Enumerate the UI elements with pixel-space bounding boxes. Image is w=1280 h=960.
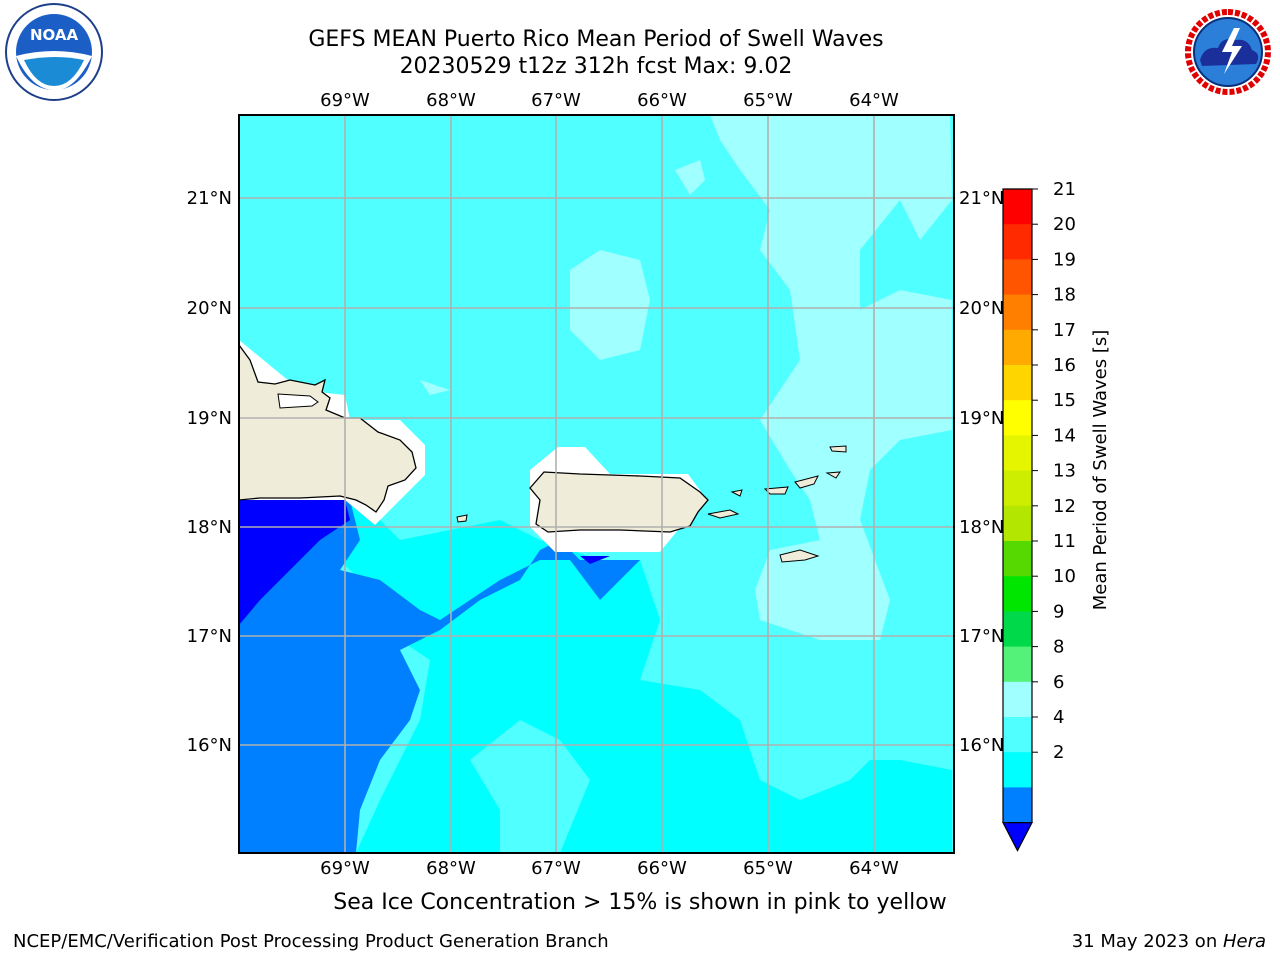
colorbar-segment: [1003, 681, 1032, 718]
colorbar-tick-label: 15: [1053, 390, 1076, 411]
colorbar-tick-label: 8: [1053, 637, 1064, 658]
lon-label-bottom-2: 68°W: [426, 858, 476, 879]
footer-date-text: 31 May 2023 on: [1071, 931, 1223, 952]
colorbar-tick-label: 18: [1053, 285, 1076, 306]
lat-label-left-5: 17°N: [187, 626, 232, 647]
colorbar-tick-label: 9: [1053, 601, 1064, 622]
colorbar-segment: [1003, 611, 1032, 648]
land-culebra: [730, 489, 743, 497]
lat-label-left-3: 19°N: [187, 408, 232, 429]
lon-label-bottom-5: 65°W: [743, 858, 793, 879]
colorbar-tick-label: 12: [1053, 496, 1076, 517]
colorbar-segment: [1003, 752, 1032, 788]
chart-title: GEFS MEAN Puerto Rico Mean Period of Swe…: [308, 27, 884, 52]
sea-ice-note: Sea Ice Concentration > 15% is shown in …: [333, 890, 947, 915]
footer-host: Hera: [1222, 931, 1266, 952]
lon-label-top-3: 67°W: [531, 90, 581, 111]
colorbar-tick-label: 16: [1053, 355, 1076, 376]
contour-8-9-east: [710, 115, 952, 640]
colorbar-segment: [1003, 365, 1032, 401]
land-mona: [456, 514, 468, 523]
colorbar-tick-label: 20: [1053, 214, 1076, 235]
lon-label-bottom-6: 64°W: [849, 858, 899, 879]
lat-label-right-3: 19°N: [959, 408, 1004, 429]
land-virgin-gorda: [825, 471, 841, 479]
lat-label-left-4: 18°N: [187, 517, 232, 538]
contour-below-2-pr: [580, 556, 610, 564]
lon-label-top-6: 64°W: [849, 90, 899, 111]
lat-label-right-4: 18°N: [959, 517, 1004, 538]
land-vieques: [707, 509, 740, 519]
contour-8-9-center: [570, 250, 650, 360]
lat-label-right-2: 20°N: [959, 298, 1004, 319]
colorbar-segment: [1003, 541, 1032, 577]
contour-8-9-small: [420, 380, 450, 395]
footer-credit: NCEP/EMC/Verification Post Processing Pr…: [13, 931, 609, 952]
lat-label-right-1: 21°N: [959, 188, 1004, 209]
colorbar-segment: [1003, 717, 1032, 753]
land-st-croix: [779, 549, 820, 563]
lat-label-left-1: 21°N: [187, 188, 232, 209]
colorbar-tick-label: 6: [1053, 672, 1064, 693]
noaa-logo-text: NOAA: [30, 26, 79, 44]
colorbar-segment: [1003, 400, 1032, 436]
colorbar-tick-label: 11: [1053, 531, 1076, 552]
colorbar-segment: [1003, 435, 1032, 472]
colorbar-segment: [1003, 224, 1032, 260]
lon-label-top-1: 69°W: [320, 90, 370, 111]
contour-6-8-se: [780, 680, 830, 780]
lon-label-top-2: 68°W: [426, 90, 476, 111]
noaa-logo-icon: NOAA: [5, 3, 103, 101]
colorbar-segment: [1003, 787, 1032, 824]
colorbar-tick-label: 14: [1053, 425, 1076, 446]
land-tortola: [794, 475, 819, 489]
colorbar-tick-label: 21: [1053, 179, 1076, 200]
lat-label-left-2: 20°N: [187, 298, 232, 319]
grid-lines: [239, 115, 954, 853]
map-frame: [238, 114, 955, 854]
colorbar-tick-label: 2: [1053, 742, 1064, 763]
lon-label-bottom-3: 67°W: [531, 858, 581, 879]
colorbar-tick-label: 10: [1053, 566, 1076, 587]
nws-logo-icon: [1180, 4, 1276, 100]
colorbar-segment: [1003, 294, 1032, 331]
colorbar-extend-triangle: [1002, 822, 1033, 852]
lon-label-bottom-4: 66°W: [637, 858, 687, 879]
colorbar-segment: [1003, 259, 1032, 296]
lon-label-top-5: 65°W: [743, 90, 793, 111]
colorbar-label: Mean Period of Swell Waves [s]: [1090, 330, 1111, 611]
colorbar-segment: [1003, 189, 1032, 225]
colorbar-tick-label: 13: [1053, 461, 1076, 482]
map-area: [239, 115, 954, 853]
contour-4-6: [239, 500, 952, 853]
colorbar: [1002, 188, 1033, 852]
lon-label-bottom-1: 69°W: [320, 858, 370, 879]
lat-label-left-6: 16°N: [187, 735, 232, 756]
chart-subtitle: 20230529 t12z 312h fcst Max: 9.02: [399, 54, 793, 79]
colorbar-segment: [1003, 505, 1032, 542]
contour-6-8-south: [470, 720, 590, 853]
colorbar-segment: [1003, 329, 1032, 366]
colorbar-tick-label: 4: [1053, 707, 1064, 728]
colorbar-segment: [1003, 646, 1032, 683]
footer-date: 31 May 2023 on Hera: [1072, 931, 1266, 952]
colorbar-segment: [1003, 576, 1032, 612]
land-puerto-rico: [529, 471, 709, 533]
lat-label-right-6: 16°N: [959, 735, 1004, 756]
colorbar-ticks: 21 20 19 18 17 16 15 14 13 12 11 10 9 8 6 4 2: [1032, 179, 1076, 763]
colorbar-tick-label: 17: [1053, 320, 1076, 341]
lon-label-top-4: 66°W: [637, 90, 687, 111]
colorbar-segment: [1003, 470, 1032, 507]
contour-2-4: [239, 500, 640, 853]
colorbar-tick-label: 19: [1053, 249, 1076, 270]
bay-hispaniola: [277, 393, 319, 409]
land-anegada: [829, 445, 847, 453]
contour-8-9-patch: [675, 160, 705, 195]
contour-below-2: [239, 500, 350, 625]
lat-label-right-5: 17°N: [959, 626, 1004, 647]
